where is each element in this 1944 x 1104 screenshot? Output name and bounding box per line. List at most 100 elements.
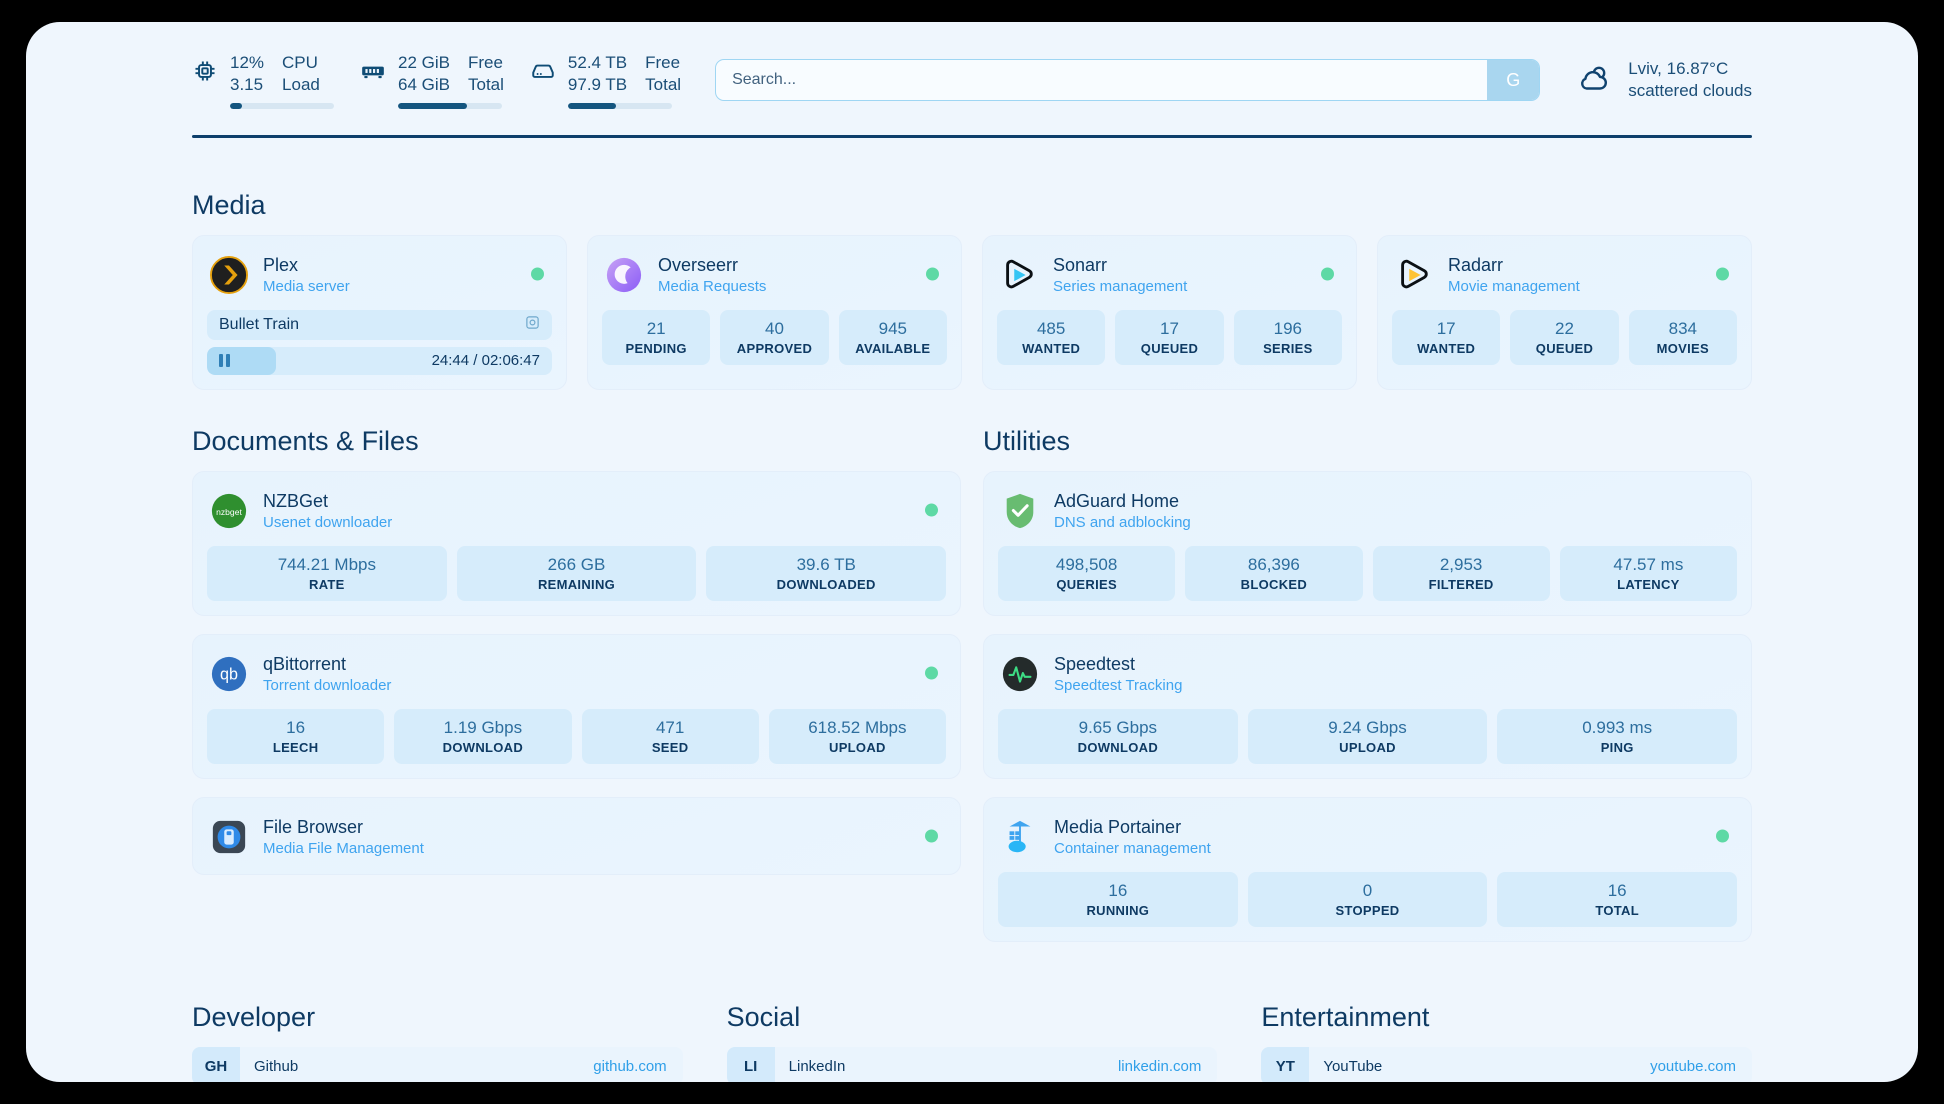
stat-download: 1.19 Gbps DOWNLOAD — [394, 709, 572, 765]
bookmark-group-title: Developer — [192, 1002, 316, 1033]
stat-label: RATE — [309, 576, 345, 592]
bookmark-group-title: Social — [726, 1002, 801, 1033]
bookmark-group-title: Entertainment — [1261, 1002, 1430, 1033]
stat-queries: 498,508 QUERIES — [998, 545, 1176, 601]
stat-value: 17 — [1436, 318, 1456, 338]
stat-label: FILTERED — [1428, 576, 1494, 592]
section-title-media: Media — [192, 189, 266, 220]
service-card-sonarr[interactable]: Sonarr Series management 485 WANTED 17 Q… — [982, 234, 1357, 390]
card-subtitle: Media Requests — [658, 277, 767, 295]
service-card-media-portainer[interactable]: Media Portainer Container management 16 … — [983, 797, 1752, 943]
bookmark-abbr: YT — [1261, 1047, 1310, 1082]
stat-seed: 471 SEED — [581, 709, 759, 765]
pause-icon[interactable] — [219, 354, 230, 368]
now-playing-progress-bar[interactable]: 24:44 / 02:06:47 — [207, 346, 552, 375]
stat-label: UPLOAD — [829, 740, 886, 756]
status-indicator-online — [925, 829, 938, 843]
search-submit-button[interactable]: G — [1487, 60, 1540, 101]
status-indicator-online — [925, 503, 938, 517]
card-subtitle: DNS and adblocking — [1054, 513, 1191, 531]
stat-value: 40 — [765, 318, 784, 338]
bookmark-linkedin[interactable]: LI LinkedIn linkedin.com — [726, 1047, 1218, 1082]
card-header: AdGuard Home DNS and adblocking — [998, 486, 1737, 534]
stat-value: 471 — [655, 718, 685, 738]
card-title: Plex — [263, 254, 299, 275]
bookmarks-section: Developer GH Github github.com SO StackO… — [26, 942, 1918, 1082]
stat-value: 196 — [1273, 318, 1302, 338]
stat-label: LEECH — [272, 740, 319, 756]
card-title: Media Portainer — [1054, 817, 1182, 838]
stat-value: 86,396 — [1247, 554, 1300, 574]
stat-label: UPLOAD — [1339, 740, 1396, 756]
service-card-adguard-home[interactable]: AdGuard Home DNS and adblocking 498,508 … — [983, 470, 1752, 616]
disk-total-value: 97.9 TB — [567, 74, 628, 94]
card-header: Plex Media server — [207, 250, 552, 298]
status-indicator-online — [1716, 267, 1729, 281]
bookmark-name: YouTube — [1323, 1057, 1383, 1075]
stat-label: QUERIES — [1056, 576, 1117, 592]
card-subtitle: Media File Management — [263, 840, 424, 858]
cpu-label-top: CPU — [282, 53, 318, 72]
service-card-radarr[interactable]: Radarr Movie management 17 WANTED 22 QUE… — [1377, 234, 1752, 390]
bookmark-group-entertainment: Entertainment YT YouTube youtube.com NF … — [1261, 1002, 1752, 1082]
stat-label: WANTED — [1022, 340, 1081, 356]
service-card-overseerr[interactable]: Overseerr Media Requests 21 PENDING 40 A… — [587, 234, 962, 390]
card-header: Radarr Movie management — [1392, 250, 1737, 298]
system-stats-group: 12% 3.15 CPU Load — [192, 52, 681, 109]
stat-label: SERIES — [1263, 340, 1313, 356]
service-card-speedtest[interactable]: Speedtest Speedtest Tracking 9.65 Gbps D… — [983, 633, 1752, 780]
memory-label-bottom: Total — [467, 74, 504, 94]
stat-filtered: 2,953 FILTERED — [1372, 545, 1550, 601]
card-stats-row: 16 LEECH 1.19 Gbps DOWNLOAD 471 SEED 6 — [207, 709, 946, 765]
service-card-nzbget[interactable]: nzbget NZBGet Usenet downloader 744.21 M… — [192, 470, 961, 616]
card-header: Speedtest Speedtest Tracking — [998, 649, 1737, 697]
bookmark-url: linkedin.com — [1117, 1057, 1202, 1075]
service-card-qbittorrent[interactable]: qb qBittorrent Torrent downloader 16 LEE… — [192, 633, 961, 780]
stat-label: AVAILABLE — [855, 340, 931, 356]
stat-value: 0 — [1362, 881, 1373, 901]
nzbget-logo-icon: nzbget — [209, 491, 249, 531]
svg-text:nzbget: nzbget — [216, 507, 242, 517]
card-title: Overseerr — [658, 254, 739, 275]
overseerr-logo-icon — [604, 255, 644, 295]
service-card-file-browser[interactable]: File Browser Media File Management — [192, 797, 961, 876]
status-indicator-online — [1321, 267, 1334, 281]
stat-value: 1.19 Gbps — [443, 718, 523, 738]
bookmark-youtube[interactable]: YT YouTube youtube.com — [1261, 1047, 1752, 1082]
stat-upload: 9.24 Gbps UPLOAD — [1247, 709, 1488, 765]
stat-label: QUEUED — [1535, 340, 1594, 356]
service-card-plex[interactable]: Plex Media server Bullet Train — [192, 234, 567, 390]
speedtest-logo-icon — [1000, 654, 1040, 694]
search-input[interactable] — [716, 60, 1488, 101]
search-box[interactable]: G — [715, 59, 1541, 102]
stat-value: 485 — [1036, 318, 1066, 338]
memory-free-value: 22 GiB — [398, 53, 450, 72]
stat-value: 0.993 ms — [1582, 718, 1653, 738]
stat-running: 16 RUNNING — [998, 872, 1238, 928]
stat-value: 2,953 — [1439, 554, 1483, 574]
card-stats-row: 21 PENDING 40 APPROVED 945 AVAILABLE — [602, 309, 947, 365]
stat-download: 9.65 Gbps DOWNLOAD — [998, 709, 1238, 765]
bookmark-github[interactable]: GH Github github.com — [192, 1047, 683, 1082]
card-header: Overseerr Media Requests — [602, 250, 947, 298]
bookmark-url: github.com — [593, 1057, 667, 1075]
media-card-grid: Plex Media server Bullet Train — [192, 234, 1752, 390]
stat-approved: 40 APPROVED — [720, 309, 829, 365]
card-title: NZBGet — [263, 490, 329, 511]
stat-label: PING — [1600, 740, 1634, 756]
stat-movies: 834 MOVIES — [1628, 309, 1737, 365]
radarr-logo-icon — [1394, 255, 1434, 295]
stat-value: 618.52 Mbps — [808, 718, 907, 738]
weather-condition: scattered clouds — [1628, 81, 1752, 101]
stat-label: DOWNLOADED — [776, 576, 876, 592]
cpu-label-bottom: Load — [282, 74, 320, 94]
disk-label-bottom: Total — [645, 74, 682, 94]
stat-label: MOVIES — [1656, 340, 1709, 356]
stat-upload: 618.52 Mbps UPLOAD — [768, 709, 946, 765]
stat-label: STOPPED — [1335, 903, 1400, 919]
status-indicator-online — [531, 267, 544, 281]
now-playing-time: 24:44 / 02:06:47 — [431, 352, 540, 370]
stat-available: 945 AVAILABLE — [838, 309, 947, 365]
weather-widget: Lviv, 16.87°C scattered clouds — [1574, 58, 1752, 102]
cast-device-icon[interactable] — [525, 315, 540, 335]
